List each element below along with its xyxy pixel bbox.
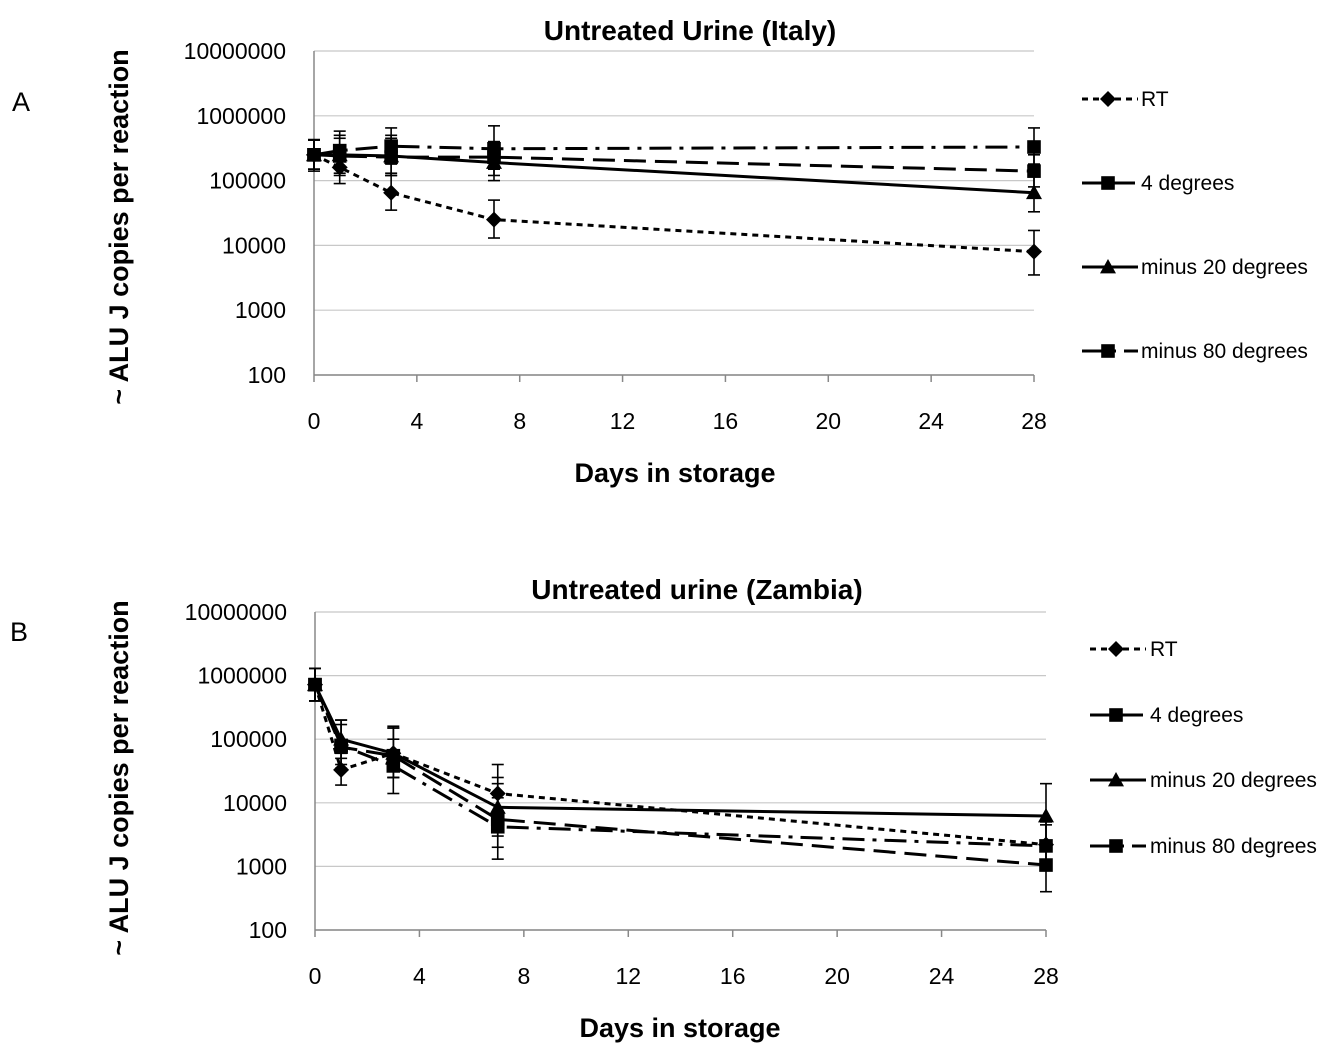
legend-entry: minus 20 degrees	[1082, 256, 1308, 279]
legend-marker	[1101, 344, 1115, 358]
x-tick-label: 24	[929, 963, 955, 989]
data-point	[1027, 164, 1041, 178]
y-tick-label: 100	[249, 917, 287, 943]
x-tick-label: 28	[1033, 963, 1059, 989]
data-point	[1026, 243, 1042, 260]
legend-entry: RT	[1082, 88, 1169, 111]
data-point	[384, 139, 398, 153]
data-point	[1039, 839, 1053, 853]
y-tick-label: 10000000	[184, 38, 286, 64]
series-2	[308, 667, 1053, 893]
x-tick-label: 0	[308, 408, 321, 434]
y-tick-label: 1000000	[197, 663, 287, 689]
y-tick-label: 10000000	[185, 599, 287, 625]
legend-entry: minus 20 degrees	[1090, 769, 1317, 792]
legend-marker	[1100, 91, 1116, 107]
legend-label: RT	[1141, 88, 1169, 111]
panel-label: B	[10, 617, 28, 647]
legend-label: 4 degrees	[1141, 172, 1234, 195]
data-point	[333, 761, 350, 778]
legend-entry: 4 degrees	[1090, 704, 1243, 727]
legend-entry: minus 80 degrees	[1082, 340, 1308, 363]
x-tick-label: 16	[720, 963, 746, 989]
data-point	[386, 759, 401, 773]
data-point	[486, 211, 502, 228]
x-tick-label: 20	[815, 408, 841, 434]
series-line	[313, 684, 1047, 848]
data-point	[308, 677, 322, 692]
data-point	[307, 148, 321, 162]
data-point	[487, 141, 501, 156]
series-1	[306, 138, 1042, 276]
legend-marker	[1101, 176, 1115, 190]
series-line	[313, 153, 1035, 254]
series-4	[308, 667, 1053, 868]
x-tick-label: 4	[410, 408, 423, 434]
x-tick-label: 4	[413, 963, 426, 989]
data-point	[490, 819, 505, 834]
legend-marker	[1108, 772, 1124, 787]
data-point	[332, 143, 347, 158]
x-axis-title: Days in storage	[579, 1013, 780, 1043]
x-tick-label: 16	[713, 408, 739, 434]
series-3	[307, 667, 1054, 851]
legend-label: RT	[1150, 638, 1178, 661]
legend-marker	[1109, 839, 1123, 853]
x-axis-title: Days in storage	[574, 458, 775, 488]
x-tick-label: 0	[309, 963, 322, 989]
data-point	[1026, 184, 1042, 200]
y-axis-title: ~ ALU J copies per reaction	[104, 600, 134, 955]
y-tick-label: 1000000	[196, 103, 286, 129]
x-tick-label: 8	[513, 408, 526, 434]
legend-label: minus 80 degrees	[1141, 340, 1308, 363]
x-tick-label: 28	[1021, 408, 1047, 434]
chart-title: Untreated Urine (Italy)	[544, 15, 837, 46]
legend-label: 4 degrees	[1150, 704, 1243, 727]
legend-marker	[1108, 641, 1124, 657]
y-axis-title: ~ ALU J copies per reaction	[104, 49, 134, 404]
legend-label: minus 20 degrees	[1150, 769, 1317, 792]
chart-title: Untreated urine (Zambia)	[531, 574, 862, 605]
data-point	[334, 738, 348, 753]
y-tick-label: 10000	[223, 790, 287, 816]
legend-entry: RT	[1090, 638, 1178, 661]
y-tick-label: 1000	[235, 297, 286, 323]
chart-panel-b: B Untreated urine (Zambia) Days in stora…	[10, 574, 1317, 1043]
series-line	[313, 684, 1047, 818]
chart-panel-a: A Untreated Urine (Italy) Days in storag…	[12, 15, 1308, 488]
legend-label: minus 80 degrees	[1150, 835, 1317, 858]
legend-marker	[1100, 259, 1116, 274]
panel-label: A	[12, 87, 30, 117]
y-tick-label: 100	[248, 362, 286, 388]
x-tick-label: 20	[824, 963, 850, 989]
x-tick-label: 8	[517, 963, 530, 989]
y-tick-label: 100000	[210, 726, 287, 752]
legend-label: minus 20 degrees	[1141, 256, 1308, 279]
x-tick-label: 12	[610, 408, 636, 434]
data-point	[1038, 808, 1054, 823]
y-tick-label: 100000	[209, 168, 286, 194]
series-4	[307, 125, 1041, 170]
data-point	[383, 184, 400, 201]
y-tick-label: 1000	[236, 853, 287, 879]
legend-entry: minus 80 degrees	[1090, 835, 1317, 858]
y-tick-label: 10000	[222, 232, 286, 258]
legend-entry: 4 degrees	[1082, 172, 1234, 195]
series-line	[313, 684, 1047, 867]
data-point	[1027, 140, 1041, 154]
x-tick-label: 12	[615, 963, 641, 989]
series-line	[313, 684, 1047, 847]
x-tick-label: 24	[918, 408, 944, 434]
series-line	[313, 144, 1035, 157]
legend-marker	[1109, 708, 1123, 722]
